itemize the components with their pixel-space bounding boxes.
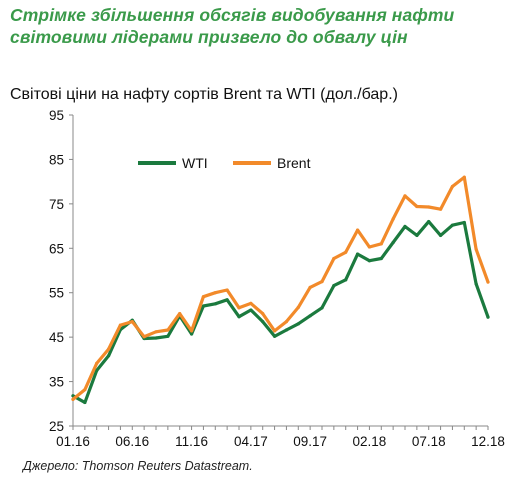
- data-point-brent: [367, 245, 372, 249]
- data-point-brent: [83, 387, 87, 392]
- data-point-brent: [438, 207, 443, 211]
- y-tick-label: 85: [49, 152, 64, 167]
- series-line-brent: [71, 175, 490, 401]
- x-tick-label: 12.18: [471, 434, 505, 449]
- data-point-brent: [261, 311, 265, 316]
- chart-legend: WTI Brent: [138, 155, 311, 171]
- headline-line-1: Стрімке збільшення обсягів видобування н…: [10, 5, 455, 25]
- data-point-brent: [355, 228, 360, 232]
- data-point-wti: [95, 368, 99, 373]
- data-point-wti: [332, 284, 336, 288]
- data-point-brent: [462, 175, 466, 179]
- source-note: Джерело: Thomson Reuters Datastream.: [23, 459, 253, 473]
- data-point-brent: [178, 311, 182, 316]
- legend-label-brent: Brent: [277, 155, 311, 171]
- chart-axes: 25 35 45 55 65 75 85 95 01.16 06.16 11.16 04.17 09.1…: [49, 108, 505, 449]
- x-tick-label: 06.16: [115, 434, 149, 449]
- y-tick-label: 95: [49, 108, 64, 123]
- data-point-brent: [189, 329, 194, 333]
- data-point-wti: [438, 233, 443, 238]
- data-point-wti: [379, 256, 383, 261]
- data-point-wti: [308, 314, 312, 318]
- data-point-wti: [415, 233, 419, 238]
- data-point-brent: [166, 328, 170, 332]
- data-point-brent: [474, 247, 478, 251]
- x-tick-label: 09.17: [293, 434, 327, 449]
- data-point-brent: [106, 347, 111, 351]
- data-point-brent: [201, 295, 206, 299]
- data-point-brent: [332, 256, 336, 261]
- data-point-brent: [403, 194, 407, 198]
- data-point-wti: [462, 220, 466, 225]
- data-point-wti: [320, 306, 324, 310]
- data-point-wti: [367, 259, 372, 263]
- data-point-brent: [237, 306, 241, 310]
- data-point-wti: [106, 354, 111, 358]
- data-point-wti: [261, 319, 265, 324]
- data-point-wti: [189, 332, 194, 336]
- data-point-wti: [166, 334, 170, 338]
- data-point-brent: [344, 250, 348, 254]
- x-tick-label: 01.16: [56, 434, 90, 449]
- x-tick-label: 07.18: [412, 434, 446, 449]
- data-point-brent: [486, 280, 490, 284]
- data-point-wti: [83, 400, 87, 405]
- data-point-brent: [272, 329, 277, 333]
- data-point-wti: [249, 308, 253, 312]
- data-point-wti: [391, 240, 395, 245]
- data-point-brent: [415, 204, 419, 209]
- data-point-wti: [296, 322, 300, 326]
- series-line-wti: [71, 220, 490, 405]
- x-tick-label: 02.18: [353, 434, 387, 449]
- legend-label-wti: WTI: [182, 155, 208, 171]
- y-tick-label: 35: [49, 375, 64, 390]
- data-point-brent: [379, 242, 383, 246]
- x-tick-label: 04.17: [234, 434, 268, 449]
- y-tick-label: 55: [49, 286, 64, 301]
- data-point-brent: [154, 330, 158, 334]
- data-point-wti: [225, 298, 229, 302]
- data-point-brent: [450, 184, 455, 189]
- data-point-brent: [142, 335, 146, 339]
- data-point-wti: [213, 302, 217, 306]
- data-point-wti: [486, 315, 490, 319]
- y-tick-label: 65: [49, 241, 64, 256]
- data-point-brent: [249, 301, 253, 305]
- data-point-brent: [225, 288, 229, 292]
- data-point-wti: [154, 336, 158, 340]
- data-point-brent: [296, 305, 300, 309]
- data-point-wti: [201, 304, 206, 308]
- data-point-brent: [71, 397, 75, 401]
- data-point-brent: [308, 285, 312, 289]
- headline-line-2: світовими лідерами призвело до обвалу ці…: [10, 27, 408, 47]
- chart-series-lines: [71, 175, 490, 405]
- data-point-wti: [450, 223, 455, 227]
- x-tick-label: 11.16: [175, 434, 208, 449]
- y-tick-label: 45: [49, 330, 64, 345]
- chart-headline: Стрімке збільшення обсягів видобування н…: [10, 4, 515, 48]
- data-point-brent: [391, 217, 395, 221]
- data-point-brent: [95, 361, 99, 365]
- data-point-wti: [403, 224, 407, 229]
- data-point-brent: [284, 319, 289, 324]
- data-point-brent: [427, 205, 431, 209]
- data-point-brent: [130, 319, 134, 324]
- y-tick-label: 25: [49, 419, 64, 434]
- data-point-wti: [355, 252, 360, 256]
- data-point-brent: [320, 280, 324, 284]
- data-point-wti: [474, 282, 478, 286]
- data-point-wti: [427, 220, 431, 224]
- data-point-brent: [213, 291, 217, 295]
- y-tick-label: 75: [49, 197, 64, 212]
- data-point-wti: [237, 315, 241, 319]
- data-point-wti: [272, 334, 277, 338]
- data-point-brent: [118, 323, 123, 327]
- data-point-wti: [344, 278, 348, 282]
- chart-title: Світові ціни на нафту сортів Brent та WT…: [10, 86, 398, 103]
- data-point-wti: [284, 328, 289, 332]
